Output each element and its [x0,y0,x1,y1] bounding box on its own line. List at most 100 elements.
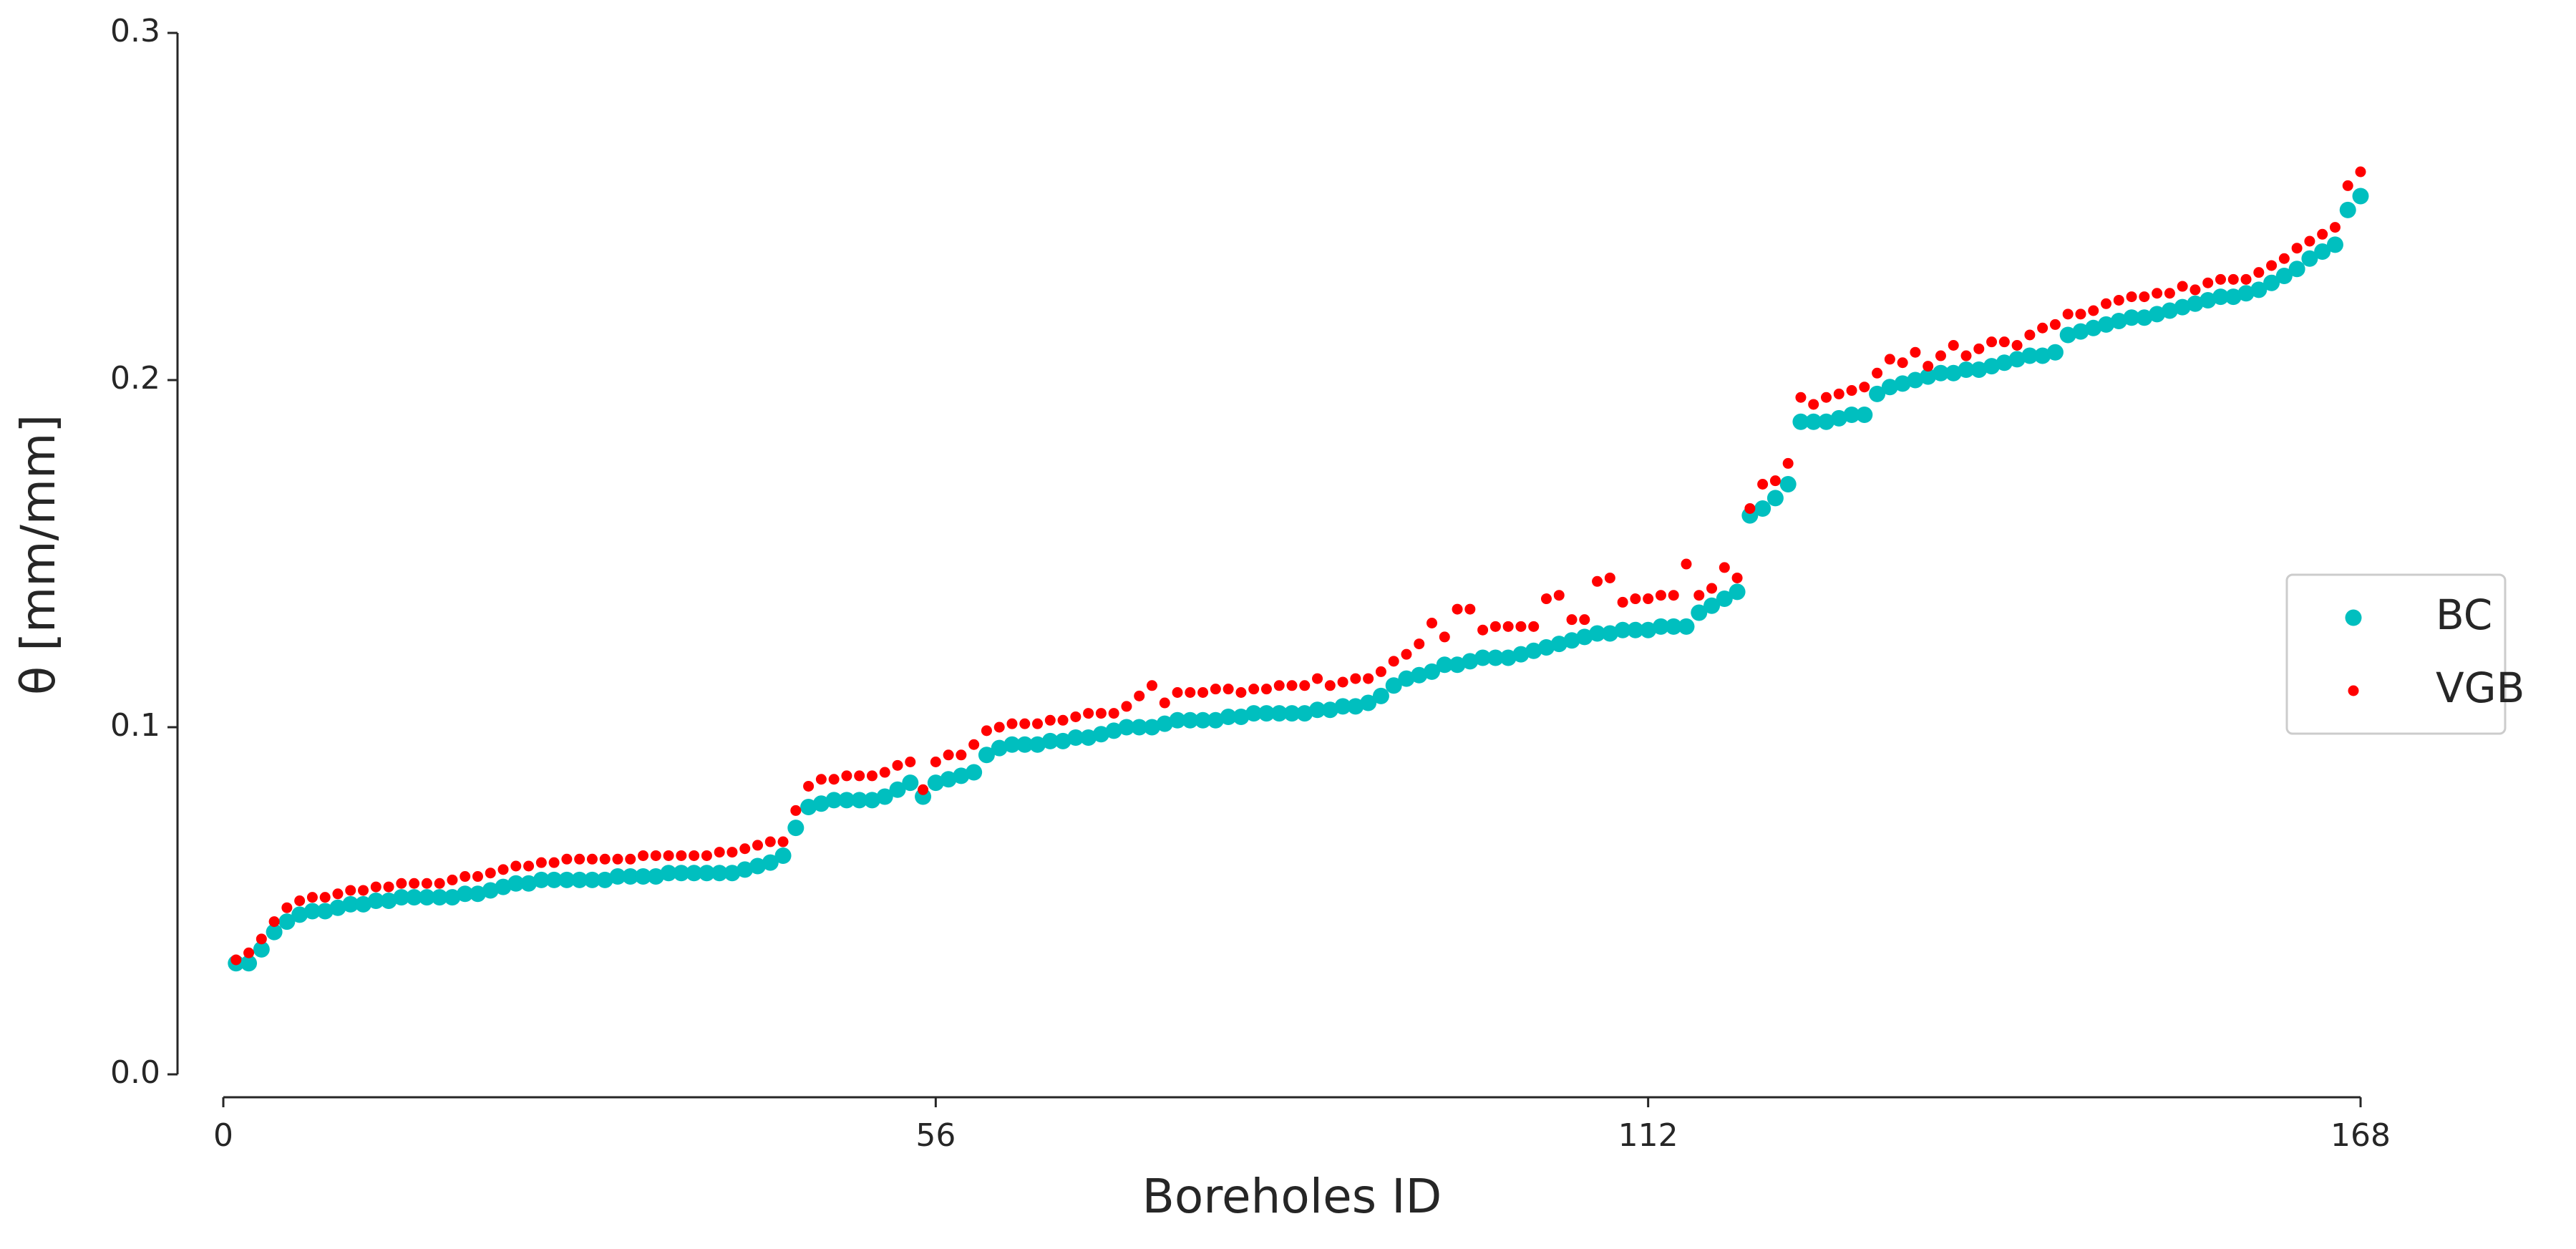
point [1296,705,1313,722]
point [558,871,575,888]
point [764,836,776,847]
point [2136,309,2153,326]
point [676,850,687,861]
point [2062,308,2074,320]
point [545,871,563,888]
point [1983,358,2001,375]
point [2098,316,2115,333]
point [1477,624,1489,636]
point [1920,368,1937,385]
point [2200,291,2217,308]
point [1592,575,1603,587]
point [1363,673,1374,684]
point [2123,309,2140,326]
point [1070,711,1082,722]
point [2164,288,2175,299]
point [1131,719,1148,736]
point [1041,732,1059,749]
point [571,871,588,888]
point [1872,367,1883,379]
point [689,850,700,861]
point [1512,646,1530,663]
point [268,916,280,928]
point [800,799,817,816]
series-0 [228,188,2369,972]
point [1207,711,1224,729]
point [2011,340,2023,351]
point [1563,632,1580,649]
point [396,878,407,889]
point [1372,687,1389,704]
point [533,871,550,888]
point [1566,614,1578,626]
point [278,913,296,930]
point [663,850,674,861]
legend-box [2285,573,2507,735]
point [294,895,306,906]
point [1617,596,1628,608]
point [2326,236,2343,253]
point [2240,273,2252,285]
point [418,889,435,906]
point [1998,336,2010,348]
point [1248,684,1260,695]
point [281,902,293,913]
point [2113,294,2124,306]
point [291,906,308,923]
point [2253,267,2265,278]
point [1729,583,1746,601]
point [596,871,613,888]
point [2177,281,2188,292]
point [2355,166,2366,178]
point [2187,295,2204,312]
point [495,878,512,895]
point [1744,502,1756,514]
point [1210,684,1221,695]
point [698,865,715,882]
point [1932,364,1949,381]
point [1489,621,1501,632]
point [650,850,661,861]
point [902,774,919,792]
point [472,871,483,883]
point [1691,604,1708,621]
point [2317,228,2328,240]
point [825,792,842,809]
point [966,764,983,781]
point [1986,336,1998,348]
point [2037,322,2048,334]
point [2314,243,2331,261]
point [1260,684,1272,695]
point [609,868,626,885]
point [2110,313,2127,330]
point [2250,281,2268,298]
point [953,767,970,784]
point [1411,666,1428,684]
point [1006,718,1018,729]
point [2278,253,2290,264]
point [714,847,725,858]
point [1083,708,1094,719]
point [1818,413,1834,430]
point [1414,638,1425,650]
point [1464,603,1476,615]
point [1668,590,1679,601]
point [1067,729,1084,747]
point [1092,726,1109,743]
point [1273,680,1285,691]
point [2225,288,2242,306]
point [1540,593,1552,605]
point [1424,663,1441,680]
y-tick-label: 0.1 [110,707,160,744]
point [2263,274,2280,291]
point [1731,572,1743,583]
point [1197,687,1209,698]
point [1350,673,1361,684]
point [1223,684,1234,695]
point [1016,736,1034,753]
point [1678,618,1695,635]
point [1757,479,1769,490]
point [256,933,267,945]
point [739,843,751,855]
